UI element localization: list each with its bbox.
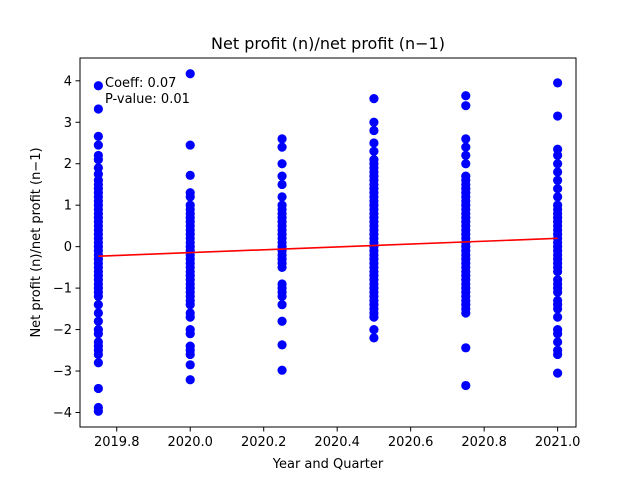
data-point [369,333,379,343]
data-point [185,349,195,360]
trend-layer [98,237,558,257]
data-point [277,340,287,350]
data-point [461,101,471,111]
data-point [553,266,563,277]
x-tick-label: 2021.0 [535,435,581,450]
data-point [185,312,195,322]
data-point [369,94,379,104]
data-point [93,329,103,339]
data-point [93,131,103,141]
data-point [185,170,195,180]
x-tick-label: 2020.4 [314,435,360,450]
data-point [553,349,563,360]
data-point [553,175,563,185]
data-point [93,140,103,150]
x-axis-label: Year and Quarter [272,457,384,472]
data-point [185,360,195,370]
data-point [93,406,103,416]
data-point [93,383,103,394]
data-point [553,184,563,194]
data-point [93,81,103,91]
data-point [369,324,379,335]
data-point [461,150,471,161]
data-point [553,329,563,339]
data-point [553,159,563,169]
data-point [93,316,103,326]
data-point [277,134,287,144]
data-point [93,358,103,368]
data-point [93,300,103,310]
y-tick-label: 2 [64,157,72,172]
data-point [277,300,287,310]
y-tick-label: 0 [64,240,72,255]
data-point [277,262,287,272]
data-point [553,167,563,177]
data-point [461,159,471,169]
data-point [185,192,195,202]
data-point [93,154,103,165]
x-tick-label: 2019.8 [94,435,140,450]
x-axis: 2019.8 2020.0 2020.2 2020.4 2020.6 2020.8 2021… [94,427,580,450]
data-point [369,117,379,127]
data-point [461,308,471,318]
x-tick-label: 2020.2 [241,435,287,450]
data-point [553,111,563,121]
plot-frame [79,57,577,428]
data-point [277,171,287,181]
data-point [553,368,563,378]
data-point [369,312,379,322]
y-axis: −4 −3 −2 −1 0 1 2 3 4 [53,74,80,421]
data-point [93,291,103,301]
data-point [185,140,195,150]
data-point [461,134,471,144]
p-value-annotation: P-value: 0.01 [105,92,190,107]
data-point [369,146,379,156]
chart-title: Net profit (n)/net profit (n−1) [211,34,445,53]
data-point [277,365,287,375]
data-point [185,329,195,339]
regression-line [98,237,558,257]
data-point [93,104,103,114]
data-point [369,138,379,148]
data-point [277,179,287,190]
y-tick-label: 4 [64,74,72,89]
data-point [553,192,563,202]
x-tick-label: 2020.0 [167,435,213,450]
y-tick-label: −4 [53,406,72,421]
data-point [277,291,287,301]
data-point [369,125,379,136]
data-point [93,349,103,360]
x-tick-label: 2020.8 [461,435,507,450]
coefficient-annotation: Coeff: 0.07 [105,76,176,91]
data-point [461,91,471,101]
data-point [553,337,563,347]
data-point [185,300,195,310]
data-point [277,142,287,152]
data-point [553,312,563,322]
y-tick-label: 3 [64,116,72,131]
data-point [277,192,287,202]
y-tick-label: 1 [64,199,72,214]
y-axis-label: Net profit (n)/net profit (n−1) [29,147,44,337]
data-point [461,380,471,391]
y-tick-label: −1 [53,282,72,297]
data-point [461,343,471,353]
y-tick-label: −3 [53,365,72,380]
data-point [277,159,287,169]
points-layer [93,69,563,416]
data-point [93,308,103,318]
data-point [185,69,195,79]
y-tick-label: −2 [53,323,72,338]
data-point [553,287,563,297]
data-point [461,142,471,152]
data-point [277,316,287,326]
data-point [553,150,563,161]
data-point [553,78,563,88]
x-tick-label: 2020.6 [388,435,434,450]
data-point [553,304,563,314]
data-point [185,375,195,385]
